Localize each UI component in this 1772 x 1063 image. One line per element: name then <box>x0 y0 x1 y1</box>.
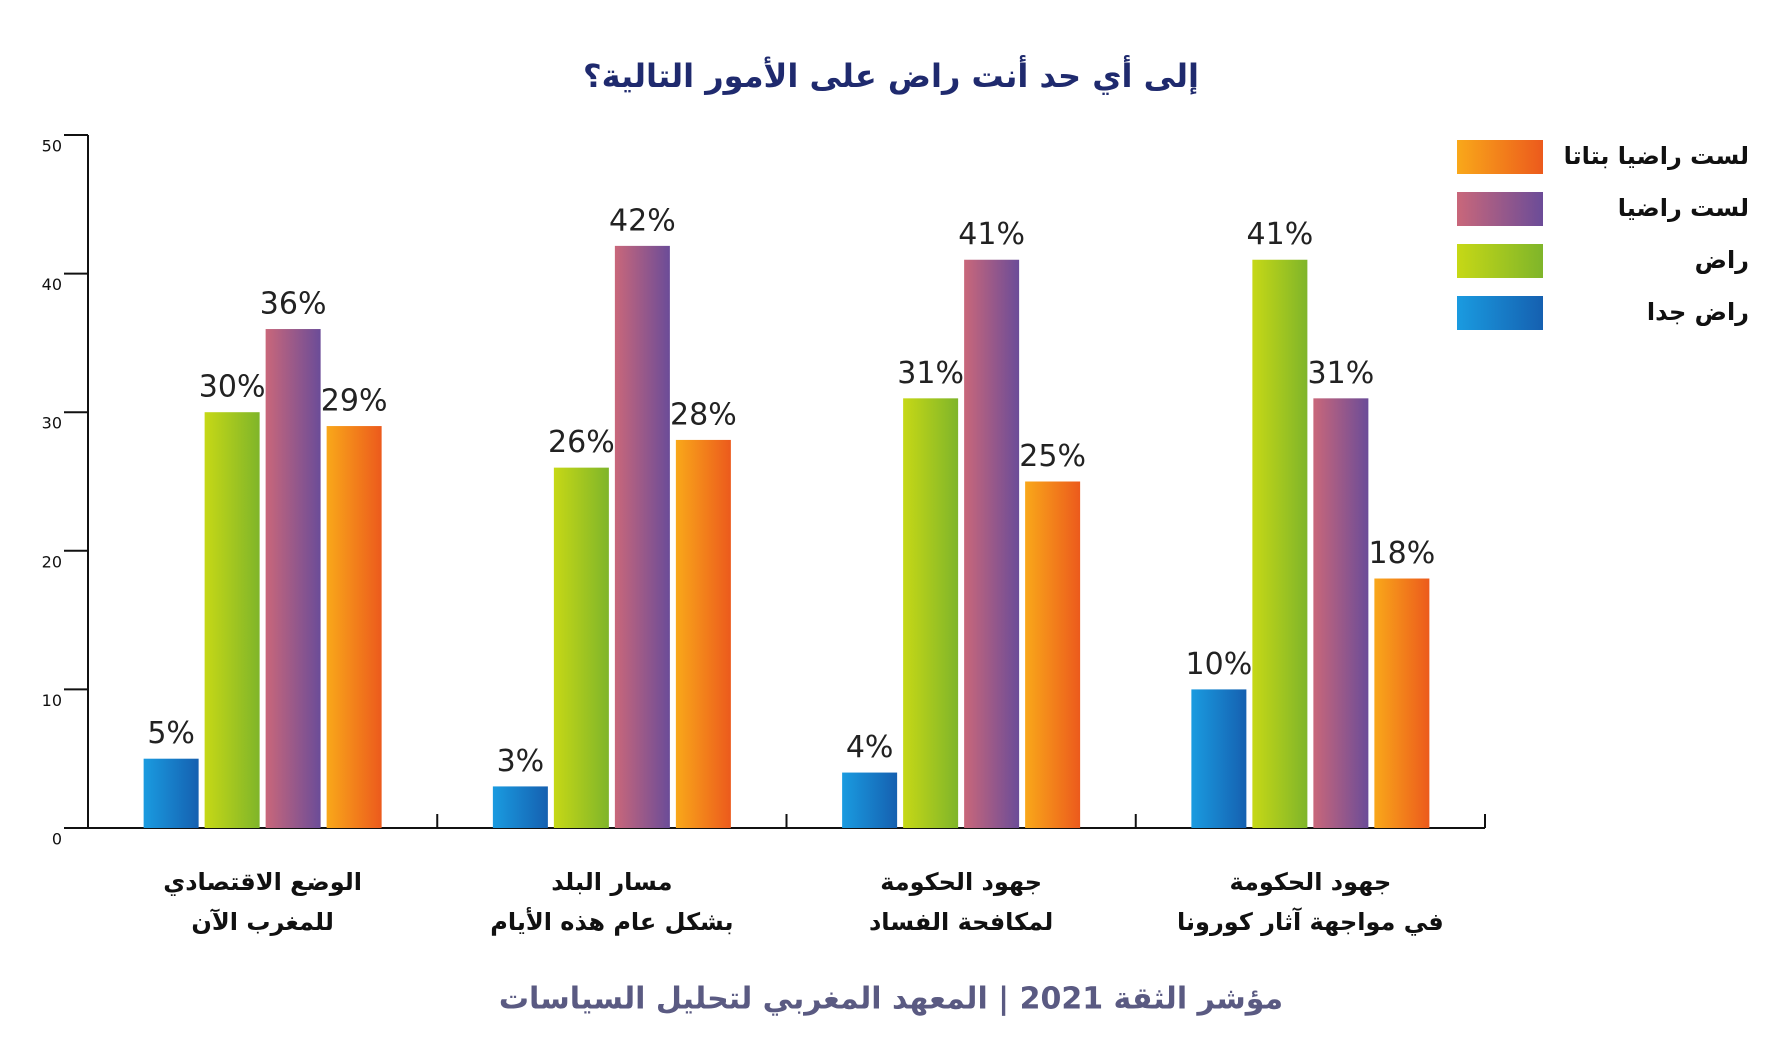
y-tick-label: 30 <box>42 414 62 433</box>
data-label: 31% <box>1308 356 1375 391</box>
chart-title: إلى أي حد أنت راض على الأمور التالية؟ <box>583 55 1199 96</box>
legend-swatch <box>1457 192 1543 226</box>
data-label: 41% <box>1247 217 1314 252</box>
x-tick-label: جهود الحكومة لمكافحة الفساد <box>868 868 1054 936</box>
bar <box>265 329 321 828</box>
bar <box>842 772 898 828</box>
data-label: 28% <box>670 397 737 432</box>
legend-label: راض جدا <box>1647 298 1749 326</box>
bar <box>553 467 609 828</box>
data-label: 30% <box>199 370 266 405</box>
bar <box>143 758 199 828</box>
bar <box>1191 689 1247 828</box>
data-label: 42% <box>609 203 676 238</box>
bar <box>903 398 959 828</box>
x-tick-label: جهود الحكومة في مواجهة آثار كورونا <box>1177 868 1444 936</box>
y-tick-label: 20 <box>42 552 62 571</box>
data-label: 18% <box>1369 536 1436 571</box>
legend-swatch <box>1457 296 1543 330</box>
legend-swatch <box>1457 140 1543 174</box>
y-tick-label: 40 <box>42 275 62 294</box>
legend-label: لست راضيا بتاتا <box>1564 142 1749 170</box>
y-tick-label: 10 <box>42 691 62 710</box>
source: مؤشر الثقة 2021 | المعهد المغربي لتحليل … <box>499 982 1283 1017</box>
data-label: 31% <box>897 356 964 391</box>
x-tick-label: مسار البلد بشكل عام هذه الأيام <box>490 868 734 936</box>
bar <box>675 439 731 828</box>
data-label: 10% <box>1186 647 1253 682</box>
bar <box>1025 481 1081 828</box>
x-tick-label: الوضع الاقتصادي للمغرب الآن <box>163 868 363 936</box>
y-tick-label: 0 <box>52 830 62 849</box>
legend-label: راض <box>1695 246 1749 274</box>
data-label: 41% <box>958 217 1025 252</box>
bar <box>204 412 260 828</box>
bar <box>492 786 548 828</box>
bar <box>964 259 1020 828</box>
data-label: 4% <box>846 730 894 765</box>
bar <box>1252 259 1308 828</box>
data-label: 3% <box>497 744 545 779</box>
legend-swatch <box>1457 244 1543 278</box>
data-label: 5% <box>147 716 195 751</box>
legend-label: لست راضيا <box>1618 194 1749 222</box>
data-label: 29% <box>321 384 388 419</box>
bar <box>326 426 382 828</box>
y-tick-label: 50 <box>42 137 62 156</box>
bar <box>1374 578 1430 828</box>
data-label: 36% <box>260 287 327 322</box>
bar <box>1313 398 1369 828</box>
data-label: 26% <box>548 425 615 460</box>
data-label: 25% <box>1019 439 1086 474</box>
bar <box>614 245 670 828</box>
